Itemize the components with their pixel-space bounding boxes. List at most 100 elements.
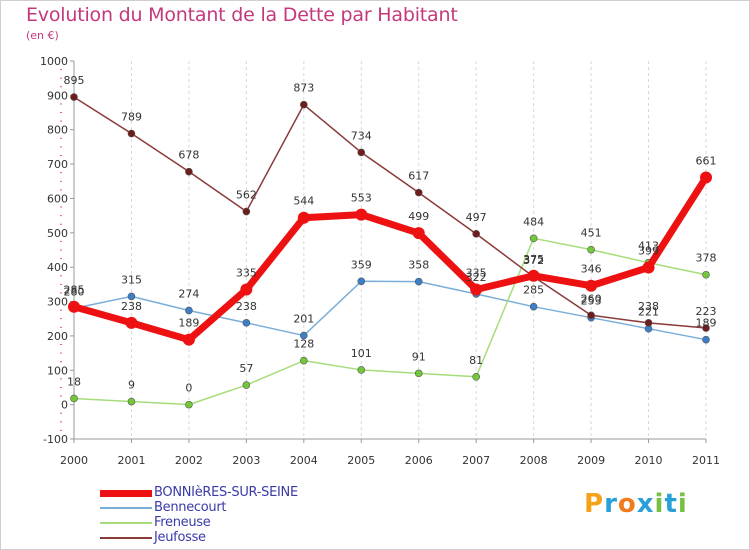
data-point	[529, 302, 538, 311]
data-label: 238	[236, 300, 257, 313]
data-point	[414, 277, 423, 286]
data-point	[297, 211, 310, 224]
data-label: 81	[469, 354, 483, 367]
data-label: 553	[351, 192, 372, 205]
data-point	[185, 400, 193, 409]
data-point	[300, 331, 308, 340]
data-point	[587, 245, 595, 254]
legend-label: BONNIèRES-SUR-SEINE	[154, 485, 298, 500]
chart-subtitle: (en €)	[26, 29, 59, 42]
chart-title: Evolution du Montant de la Dette par Hab…	[26, 4, 458, 26]
data-label: 413	[638, 240, 659, 253]
data-label: 101	[351, 347, 372, 360]
data-label: 661	[696, 154, 717, 167]
data-point	[127, 129, 136, 138]
data-point	[700, 171, 712, 184]
data-label: 91	[412, 350, 426, 363]
legend-swatch	[100, 522, 152, 524]
data-label: 189	[178, 317, 199, 330]
data-label: 372	[523, 254, 544, 267]
data-label: 484	[523, 215, 544, 228]
series-line-bennecourt	[73, 280, 707, 341]
data-label: 57	[239, 362, 253, 375]
y-tick-label: 100	[47, 364, 68, 377]
data-label: 562	[236, 189, 257, 202]
data-label: 499	[408, 210, 429, 223]
data-point	[357, 148, 366, 157]
logo-letter: r	[604, 489, 618, 519]
legend-label: Freneuse	[154, 515, 211, 530]
x-tick-label: 2005	[347, 454, 375, 467]
data-point	[414, 369, 423, 378]
data-point	[412, 227, 425, 240]
data-label: 253	[581, 295, 602, 308]
series-line-freneuse	[73, 237, 707, 406]
data-label: 544	[293, 195, 314, 208]
data-label: 238	[121, 300, 142, 313]
data-label: 358	[408, 259, 429, 272]
data-point	[355, 208, 368, 221]
y-tick-label: 0	[61, 399, 68, 412]
data-point	[472, 230, 480, 238]
x-tick-label: 2006	[405, 454, 433, 467]
y-tick-label: 500	[47, 227, 68, 240]
y-tick-label: 900	[47, 89, 68, 102]
data-label: 346	[581, 263, 602, 276]
data-label: 274	[178, 287, 199, 300]
data-point	[125, 316, 138, 329]
data-label: 895	[64, 74, 85, 87]
x-tick-label: 2010	[635, 454, 663, 467]
data-point	[702, 335, 710, 344]
data-label: 260	[581, 292, 602, 305]
data-label: 375	[523, 253, 544, 266]
data-point	[702, 324, 710, 332]
data-point	[472, 373, 480, 381]
data-point	[240, 283, 253, 296]
y-tick-label: -100	[43, 433, 68, 446]
y-tick-label: 600	[47, 192, 68, 205]
data-point	[127, 397, 136, 406]
data-point	[70, 394, 78, 403]
x-tick-label: 2011	[692, 454, 720, 467]
legend-swatch	[100, 537, 152, 539]
logo-letter: P	[584, 489, 605, 519]
legend-label: Bennecourt	[154, 500, 227, 515]
data-point	[357, 277, 366, 286]
logo-letter: i	[677, 489, 688, 519]
data-point	[185, 167, 193, 176]
data-label: 221	[638, 306, 659, 319]
x-tick-label: 2008	[520, 454, 548, 467]
data-point	[357, 366, 366, 374]
data-point	[642, 261, 655, 274]
x-tick-label: 2007	[462, 454, 490, 467]
data-point	[242, 381, 251, 389]
data-label: 734	[351, 129, 372, 142]
y-tick-label: 300	[47, 296, 68, 309]
x-tick-label: 2004	[290, 454, 318, 467]
y-tick-label: 400	[47, 261, 68, 274]
data-label: 617	[408, 170, 429, 183]
data-label: 280	[64, 285, 85, 298]
data-label: 238	[638, 300, 659, 313]
data-point	[68, 300, 80, 313]
data-label: 128	[293, 338, 314, 351]
data-point	[182, 333, 195, 346]
y-tick-label: 200	[47, 330, 68, 343]
data-label: 18	[67, 375, 81, 388]
data-label: 223	[696, 305, 717, 318]
data-point	[470, 283, 483, 296]
x-tick-label: 2000	[60, 454, 88, 467]
proxiti-logo: Proxiti	[584, 489, 688, 519]
data-label: 285	[523, 284, 544, 297]
data-point	[414, 188, 423, 197]
x-tick-label: 2003	[232, 454, 260, 467]
y-tick-label: 800	[47, 124, 68, 137]
data-point	[527, 269, 540, 282]
y-tick-label: 700	[47, 158, 68, 171]
data-point	[127, 292, 136, 301]
data-point	[529, 234, 538, 243]
x-tick-label: 2001	[117, 454, 145, 467]
data-point	[300, 100, 308, 109]
data-label: 497	[466, 211, 487, 224]
